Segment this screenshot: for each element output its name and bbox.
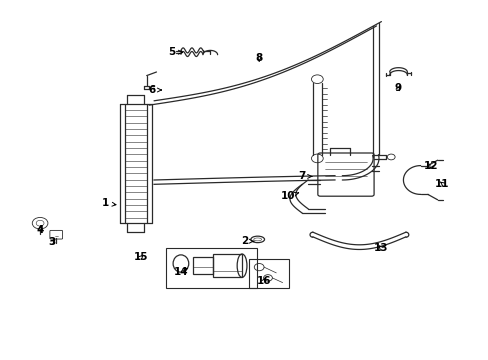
Text: 12: 12 [423, 161, 438, 171]
Bar [249, 259, 288, 288]
Text: 3: 3 [49, 237, 56, 247]
Text: 6: 6 [148, 85, 161, 95]
Text: 16: 16 [256, 276, 271, 286]
Bar [166, 248, 256, 288]
Text: 10: 10 [281, 191, 298, 201]
Text: 11: 11 [434, 179, 449, 189]
Bar [212, 254, 242, 277]
Text: 8: 8 [255, 53, 262, 63]
Text: 5: 5 [168, 47, 182, 57]
Text: 4: 4 [37, 225, 44, 235]
Text: 2: 2 [241, 236, 253, 246]
Text: 9: 9 [394, 83, 401, 93]
Text: 14: 14 [173, 267, 188, 277]
Text: 7: 7 [298, 171, 311, 181]
Text: 15: 15 [133, 252, 148, 262]
Text: 1: 1 [102, 198, 116, 208]
Text: 13: 13 [373, 243, 388, 253]
Bar [193, 257, 212, 274]
